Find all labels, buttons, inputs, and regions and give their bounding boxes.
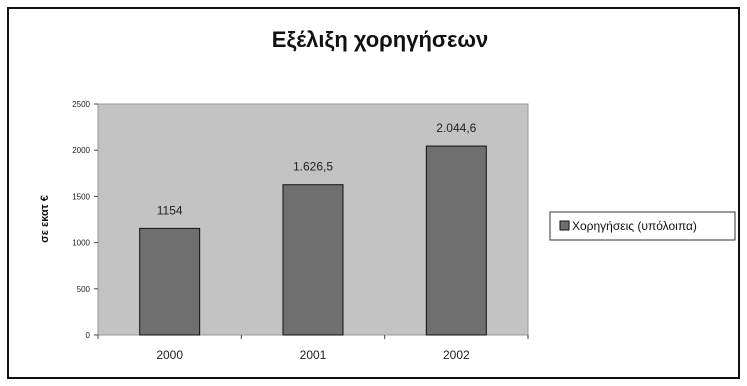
y-tick-label: 2500 [72,100,90,109]
legend-swatch [559,220,570,231]
x-tick-label: 2002 [443,348,470,362]
bar-2001 [282,184,344,336]
bar-2000 [139,227,201,336]
y-axis-label: σε εκατ € [39,195,51,243]
bars-group [139,145,487,336]
y-axis-ticks: 0 500 1000 1500 2000 2500 [72,100,98,340]
data-label-2002: 2.044,6 [436,121,476,135]
data-label-2000: 1154 [157,203,183,217]
data-label-2001: 1.626,5 [293,160,333,174]
bar-2002 [425,145,487,336]
legend-box [549,211,736,241]
y-tick-label: 1000 [72,239,90,248]
legend-label: Χορηγήσεις (υπόλοιπα) [572,219,697,233]
legend: Χορηγήσεις (υπόλοιπα) [549,211,736,241]
x-axis-ticks: 2000 2001 2002 [97,335,529,362]
y-tick-label: 1500 [72,192,90,201]
x-tick-label: 2000 [156,348,183,362]
y-tick-label: 2000 [72,146,90,155]
y-tick-label: 0 [86,331,91,340]
chart-title: Εξέλιξη χορηγήσεων [272,27,488,52]
data-labels-group: 1154 1.626,5 2.044,6 [157,121,477,217]
x-tick-label: 2001 [300,348,327,362]
y-tick-label: 500 [77,285,91,294]
